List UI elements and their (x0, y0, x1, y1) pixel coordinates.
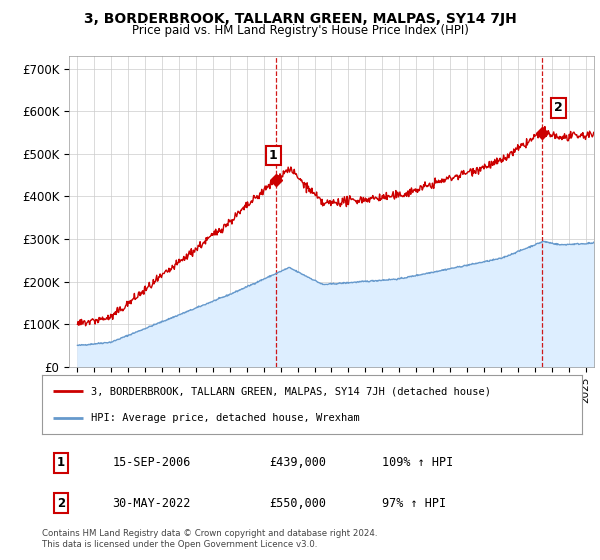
Text: 2: 2 (57, 497, 65, 510)
Text: Price paid vs. HM Land Registry's House Price Index (HPI): Price paid vs. HM Land Registry's House … (131, 24, 469, 36)
Text: £439,000: £439,000 (269, 456, 326, 469)
Text: HPI: Average price, detached house, Wrexham: HPI: Average price, detached house, Wrex… (91, 413, 359, 423)
Text: 3, BORDERBROOK, TALLARN GREEN, MALPAS, SY14 7JH (detached house): 3, BORDERBROOK, TALLARN GREEN, MALPAS, S… (91, 386, 491, 396)
Text: Contains HM Land Registry data © Crown copyright and database right 2024.
This d: Contains HM Land Registry data © Crown c… (42, 529, 377, 549)
Text: £550,000: £550,000 (269, 497, 326, 510)
Text: 3, BORDERBROOK, TALLARN GREEN, MALPAS, SY14 7JH: 3, BORDERBROOK, TALLARN GREEN, MALPAS, S… (83, 12, 517, 26)
Text: 1: 1 (269, 149, 278, 162)
Text: 30-MAY-2022: 30-MAY-2022 (112, 497, 191, 510)
Text: 15-SEP-2006: 15-SEP-2006 (112, 456, 191, 469)
Text: 1: 1 (57, 456, 65, 469)
Text: 97% ↑ HPI: 97% ↑ HPI (382, 497, 446, 510)
Text: 2: 2 (554, 101, 563, 114)
Text: 109% ↑ HPI: 109% ↑ HPI (382, 456, 454, 469)
